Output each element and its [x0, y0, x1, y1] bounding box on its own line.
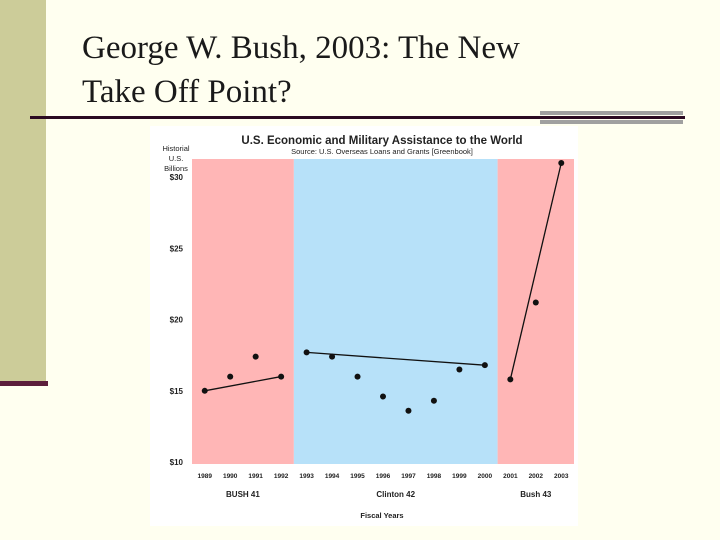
data-point-1989 [201, 387, 208, 394]
era-label-1: Clinton 42 [376, 490, 415, 499]
x-tick-label: 2002 [529, 473, 544, 480]
data-point-1992 [278, 373, 285, 380]
era-band-2 [497, 159, 574, 464]
title-underline-accent-bottom [540, 120, 683, 124]
y-tick-label: $10 [170, 458, 184, 467]
data-point-1998 [430, 397, 437, 404]
y-tick-label: $30 [170, 173, 184, 182]
x-tick-label: 1998 [427, 473, 442, 480]
data-point-2001 [507, 376, 514, 383]
data-point-1995 [354, 373, 361, 380]
x-tick-label: 1996 [376, 473, 391, 480]
slide-title-line-1: George W. Bush, 2003: The New [82, 30, 520, 66]
y-axis-label-line-0: Historial [162, 144, 189, 153]
data-point-1999 [456, 366, 463, 373]
chart-title: U.S. Economic and Military Assistance to… [241, 135, 522, 147]
x-tick-label: 1993 [299, 473, 314, 480]
x-tick-label: 1999 [452, 473, 467, 480]
slide-title-line-2: Take Off Point? [82, 74, 292, 110]
slide-title: George W. Bush, 2003: The New Take Off P… [82, 26, 642, 114]
data-point-1994 [329, 353, 336, 360]
x-tick-label: 1994 [325, 473, 340, 480]
chart-subtitle: Source: U.S. Overseas Loans and Grants [… [291, 147, 473, 156]
trend-line-0 [204, 375, 282, 392]
y-tick-label: $20 [170, 316, 184, 325]
era-band-1 [293, 159, 498, 464]
data-point-2003 [558, 160, 565, 166]
title-underline [30, 116, 685, 119]
x-tick-label: 1990 [223, 473, 238, 480]
era-label-0: BUSH 41 [226, 490, 260, 499]
trend-line-2 [509, 162, 562, 380]
x-axis-label: Fiscal Years [360, 511, 403, 520]
accent-sidebar-rule [0, 381, 48, 386]
x-tick-label: 2001 [503, 473, 518, 480]
chart-panel: U.S. Economic and Military Assistance to… [150, 126, 578, 526]
accent-sidebar-bar [0, 0, 46, 382]
assistance-chart: U.S. Economic and Military Assistance to… [162, 135, 574, 520]
data-point-2002 [532, 299, 539, 306]
x-tick-label: 2003 [554, 473, 569, 480]
data-point-1996 [380, 393, 386, 400]
data-point-1997 [405, 407, 412, 414]
data-point-1993 [303, 349, 310, 356]
x-tick-label: 1997 [401, 473, 416, 480]
x-tick-label: 1992 [274, 473, 289, 480]
y-tick-label: $25 [170, 244, 184, 253]
y-axis-label-line-1: U.S. [169, 154, 184, 163]
y-axis-label-line-2: Billions [164, 164, 188, 173]
data-point-2000 [481, 362, 488, 369]
data-point-1990 [227, 373, 234, 380]
x-tick-label: 2000 [478, 473, 493, 480]
x-tick-label: 1995 [350, 473, 365, 480]
x-tick-label: 1991 [248, 473, 263, 480]
title-underline-accent-top [540, 111, 683, 115]
data-point-1991 [252, 353, 259, 360]
x-tick-label: 1989 [197, 473, 212, 480]
era-band-0 [192, 159, 294, 464]
trend-line-1 [306, 351, 485, 366]
era-label-2: Bush 43 [520, 490, 552, 499]
y-tick-label: $15 [170, 387, 184, 396]
